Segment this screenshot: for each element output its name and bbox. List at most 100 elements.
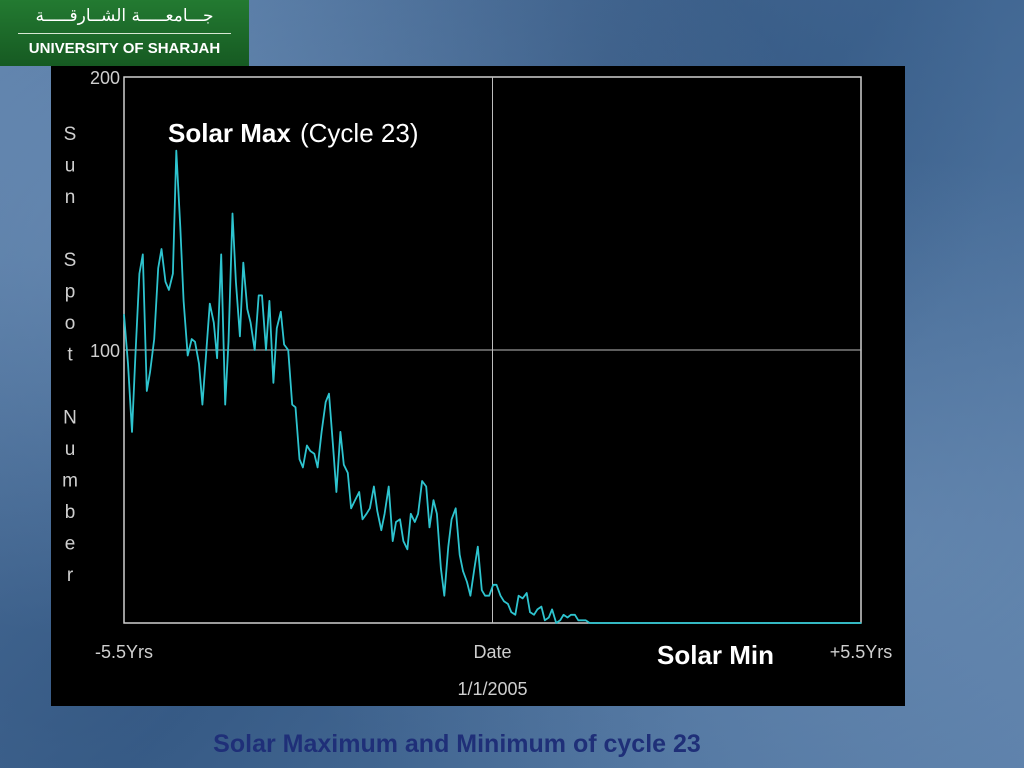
data-point [551, 608, 553, 611]
data-point [231, 212, 234, 215]
y-axis-label-letter: S [64, 250, 77, 271]
data-point [194, 341, 196, 343]
data-point [737, 622, 740, 624]
data-point [392, 540, 394, 542]
data-point [484, 595, 486, 597]
data-point [131, 431, 133, 433]
data-point [607, 622, 610, 624]
data-point [350, 507, 352, 509]
data-point [365, 513, 368, 515]
data-point [153, 338, 155, 340]
data-point [291, 404, 293, 406]
data-point [734, 622, 736, 624]
data-point [782, 622, 784, 624]
data-point [581, 619, 583, 621]
data-point [492, 584, 494, 586]
data-point [339, 431, 341, 433]
data-point [559, 619, 561, 621]
data-point [589, 622, 591, 624]
data-point [224, 404, 226, 406]
data-point [794, 622, 796, 624]
data-point [388, 485, 390, 488]
data-point [179, 226, 181, 228]
data-point [361, 518, 364, 520]
data-point [853, 622, 855, 624]
data-point [693, 622, 695, 624]
data-point [149, 371, 151, 373]
data-point [674, 622, 677, 624]
data-point [823, 622, 825, 624]
y-axis-label-letter: b [65, 502, 76, 523]
y-axis-label-letter: o [65, 313, 76, 334]
data-point [164, 281, 167, 283]
data-point [536, 608, 538, 611]
data-point [410, 513, 412, 515]
data-point [860, 622, 862, 624]
data-point [834, 622, 837, 624]
data-point [678, 622, 680, 624]
data-point [644, 622, 646, 624]
data-point [603, 622, 606, 624]
data-point [428, 526, 431, 528]
solar-max-label: Solar Max [168, 118, 291, 148]
data-point [261, 294, 263, 296]
data-point [376, 510, 378, 512]
data-point [123, 313, 125, 316]
data-point [845, 622, 847, 624]
data-point [213, 322, 215, 324]
data-point [242, 262, 244, 264]
data-point [622, 622, 624, 624]
data-point [727, 622, 729, 624]
data-point [667, 622, 669, 624]
slide-caption: Solar Maximum and Minimum of cycle 23 [213, 730, 701, 758]
data-point [380, 529, 382, 531]
data-point [134, 354, 136, 357]
data-point [417, 513, 419, 515]
y-tick-label: 200 [90, 68, 120, 88]
data-point [258, 294, 260, 296]
data-point [808, 622, 811, 624]
data-point [633, 622, 636, 624]
y-axis-label-letter: n [65, 187, 76, 208]
data-point [652, 622, 654, 624]
logo-english-text: UNIVERSITY OF SHARJAH [28, 40, 221, 57]
data-point [399, 518, 401, 520]
data-point [459, 554, 461, 556]
data-point [250, 322, 252, 324]
data-point [287, 349, 289, 351]
data-point [719, 622, 721, 624]
data-point [283, 343, 285, 346]
data-point [700, 622, 703, 624]
data-point [369, 507, 371, 509]
data-point [533, 614, 535, 616]
data-point [752, 622, 754, 624]
data-point [481, 589, 483, 591]
data-point [670, 622, 673, 624]
data-point [276, 327, 278, 329]
data-point [574, 614, 576, 616]
y-axis-label-letter: e [65, 534, 76, 555]
x-tick-label: -5.5Yrs [95, 642, 153, 662]
y-axis-label-letter: u [65, 156, 76, 177]
data-point [205, 349, 207, 351]
data-point [801, 622, 803, 624]
data-point [168, 289, 170, 291]
data-point [395, 521, 397, 523]
data-point [566, 616, 569, 619]
data-point [689, 622, 691, 624]
data-point [499, 595, 502, 597]
data-point [209, 303, 211, 305]
x-center-date: 1/1/2005 [457, 679, 527, 699]
data-point [812, 622, 814, 624]
data-point [146, 390, 148, 392]
data-point [335, 491, 337, 493]
data-point [849, 622, 851, 624]
data-point [432, 499, 435, 501]
data-point [183, 300, 185, 302]
data-point [756, 622, 758, 624]
data-point [440, 567, 442, 569]
data-point [786, 622, 788, 624]
data-point [239, 335, 241, 337]
data-point [347, 472, 349, 474]
